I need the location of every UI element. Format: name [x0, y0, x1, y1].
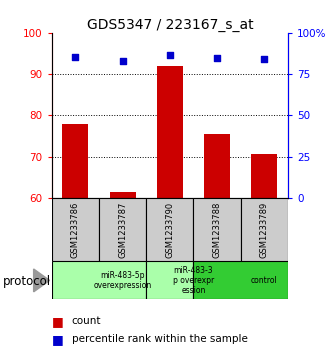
Text: count: count: [72, 316, 101, 326]
Bar: [204, 134, 230, 198]
Point: [73, 54, 78, 60]
Bar: [193, 261, 288, 299]
Text: miR-483-3
p overexpr
ession: miR-483-3 p overexpr ession: [173, 265, 214, 295]
Text: control: control: [251, 276, 278, 285]
Bar: [99, 198, 146, 261]
Point: [262, 56, 267, 62]
Bar: [62, 123, 88, 198]
Bar: [251, 155, 277, 198]
Bar: [52, 198, 99, 261]
Bar: [193, 198, 241, 261]
Text: GSM1233790: GSM1233790: [165, 201, 174, 258]
Text: miR-483-5p
overexpression: miR-483-5p overexpression: [94, 271, 152, 290]
Text: percentile rank within the sample: percentile rank within the sample: [72, 334, 247, 344]
Bar: [241, 198, 288, 261]
Text: protocol: protocol: [3, 275, 52, 288]
Bar: [146, 261, 193, 299]
Bar: [146, 198, 193, 261]
Text: GSM1233788: GSM1233788: [212, 201, 222, 258]
Text: GSM1233786: GSM1233786: [71, 201, 80, 258]
Text: ■: ■: [52, 315, 63, 328]
Text: ■: ■: [52, 333, 63, 346]
Text: GSM1233787: GSM1233787: [118, 201, 127, 258]
Bar: [157, 66, 183, 198]
Bar: [52, 261, 146, 299]
Polygon shape: [34, 269, 50, 292]
Point: [214, 56, 220, 61]
Point: [167, 52, 172, 58]
Bar: [110, 192, 136, 198]
Point: [120, 58, 125, 64]
Text: GSM1233789: GSM1233789: [260, 201, 269, 258]
Title: GDS5347 / 223167_s_at: GDS5347 / 223167_s_at: [87, 18, 253, 32]
